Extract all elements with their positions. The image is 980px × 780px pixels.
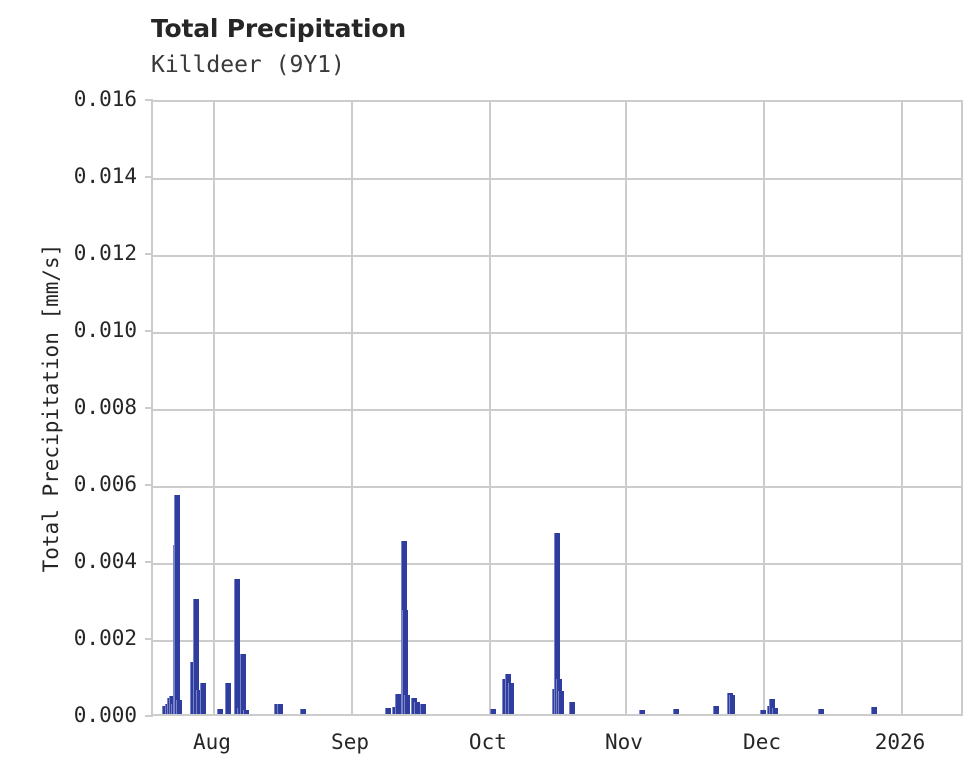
bar <box>870 707 877 714</box>
y-axis-tick-label: 0.010 <box>73 318 137 342</box>
y-axis-tick-mark <box>145 330 153 332</box>
bar <box>404 694 411 714</box>
gridline-horizontal <box>153 409 961 411</box>
y-axis-tick-mark <box>145 407 153 409</box>
bar <box>162 705 169 714</box>
y-axis-tick-label: 0.012 <box>73 241 137 265</box>
bar <box>713 706 720 714</box>
y-axis-tick-mark <box>145 561 153 563</box>
gridline-vertical <box>212 102 215 714</box>
y-axis-tick-label: 0.014 <box>73 164 137 188</box>
bar <box>420 704 427 714</box>
bar <box>192 598 199 714</box>
bar <box>569 702 576 714</box>
bar <box>672 709 679 714</box>
gridline-horizontal <box>153 255 961 257</box>
bar <box>195 690 202 714</box>
y-axis-tick-mark <box>145 176 153 178</box>
bar <box>760 710 767 714</box>
y-axis-tick-mark <box>145 638 153 640</box>
chart-title: Total Precipitation <box>151 14 406 43</box>
bar <box>490 709 497 714</box>
gridline-vertical <box>488 102 491 714</box>
bar-series-total-precipitation <box>153 102 961 714</box>
bar <box>384 708 391 714</box>
y-axis-tick-label: 0.002 <box>73 626 137 650</box>
x-axis-tick-label: 2026 <box>874 730 926 754</box>
bar <box>771 707 778 714</box>
x-axis-tick-label: Oct <box>468 730 507 754</box>
bar <box>402 610 409 714</box>
bar <box>508 683 515 714</box>
plot-area <box>151 100 963 716</box>
x-axis-tick-label: Dec <box>743 730 781 754</box>
bar <box>502 679 509 714</box>
y-axis-tick-mark <box>145 715 153 717</box>
gridline-horizontal <box>153 486 961 488</box>
y-axis-tick-mark <box>145 99 153 101</box>
bar <box>242 710 249 714</box>
gridline-horizontal <box>153 332 961 334</box>
bar <box>216 709 223 714</box>
y-axis-tick-label: 0.008 <box>73 395 137 419</box>
bar <box>233 579 240 714</box>
bar <box>276 704 283 714</box>
y-axis-tick-label: 0.006 <box>73 472 137 496</box>
bar <box>817 709 824 714</box>
y-axis-tick-mark <box>145 253 153 255</box>
chart-subtitle: Killdeer (9Y1) <box>151 52 345 78</box>
x-axis-tick-label: Aug <box>193 730 231 754</box>
y-axis-tick-label: 0.004 <box>73 549 137 573</box>
bar <box>239 654 246 714</box>
bar <box>199 683 206 714</box>
bar <box>729 694 736 714</box>
bar <box>554 533 561 714</box>
bar <box>413 701 420 714</box>
bar <box>394 693 401 714</box>
gridline-vertical <box>900 102 903 714</box>
bar <box>638 710 645 714</box>
bar <box>558 690 565 714</box>
y-axis-tick-label: 0.016 <box>73 87 137 111</box>
x-axis-tick-label: Sep <box>331 730 369 754</box>
bar <box>224 683 231 714</box>
y-axis-tick-mark <box>145 484 153 486</box>
bar <box>300 709 307 714</box>
x-axis-tick-label: Nov <box>605 730 643 754</box>
gridline-vertical <box>624 102 627 714</box>
y-axis-tick-label: 0.000 <box>73 703 137 727</box>
gridline-horizontal <box>153 178 961 180</box>
gridline-vertical <box>763 102 766 714</box>
bar <box>175 700 182 714</box>
bar <box>173 494 180 714</box>
bar <box>769 698 776 714</box>
gridline-vertical <box>351 102 354 714</box>
